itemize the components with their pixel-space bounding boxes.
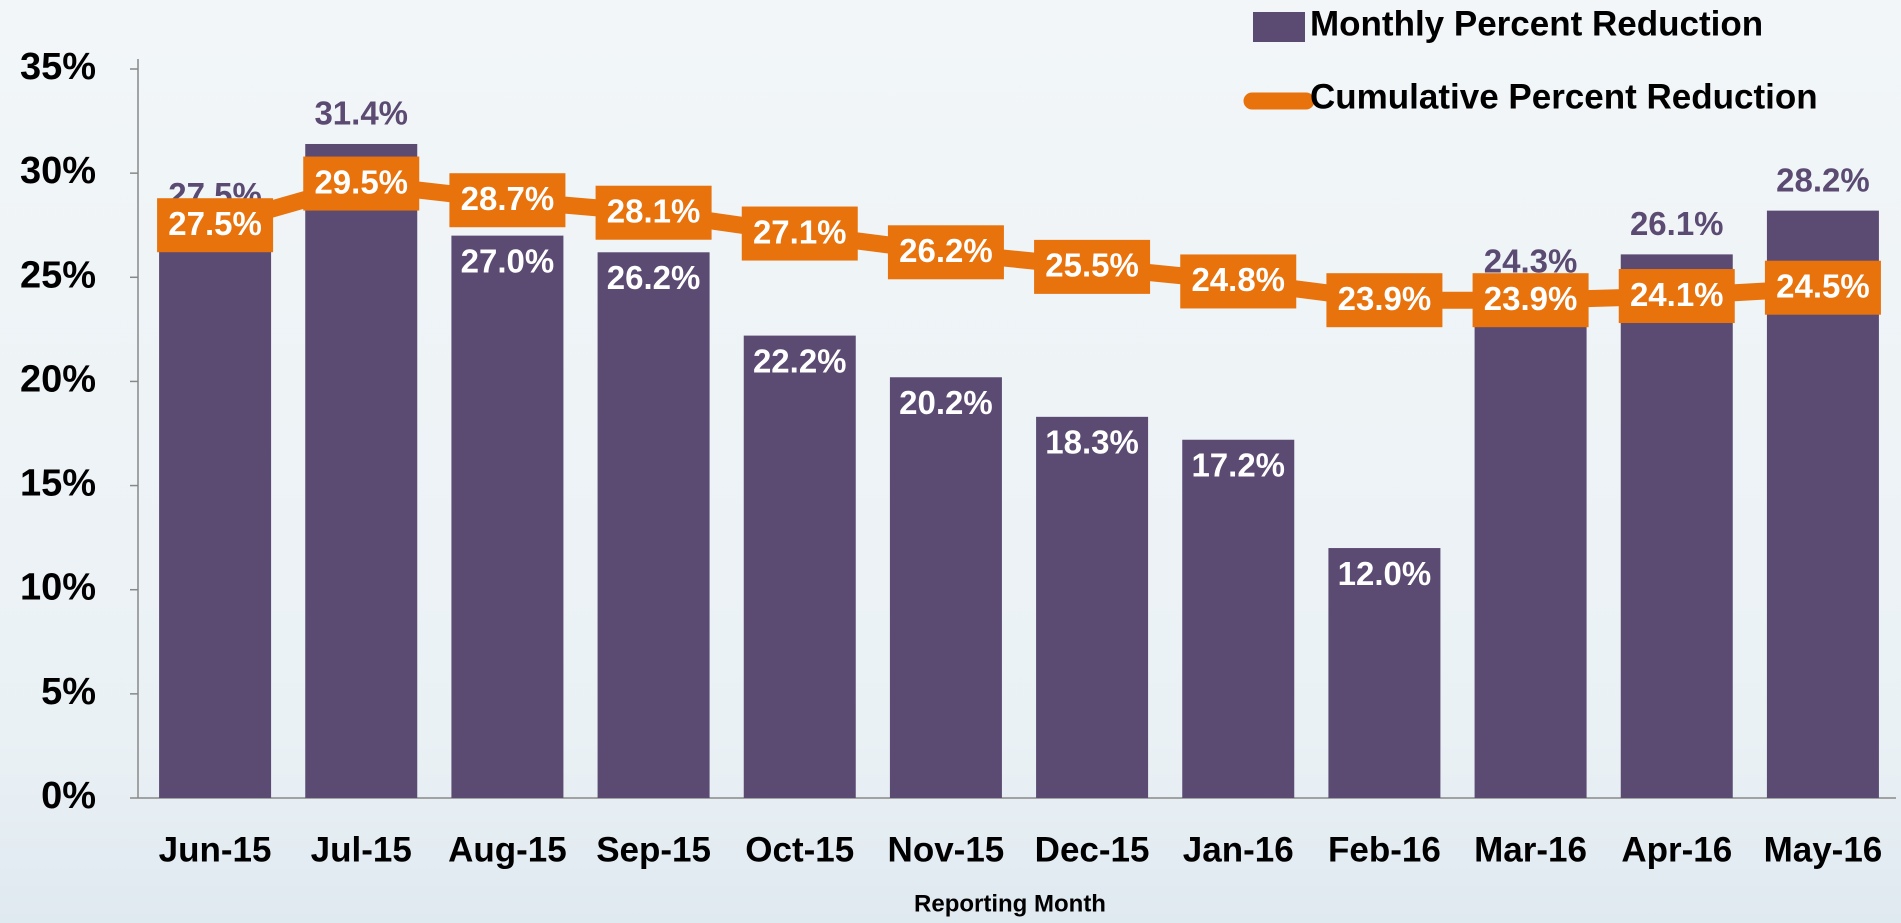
bar-value-label: 18.3%: [1045, 424, 1139, 461]
line-value-label: 24.8%: [1191, 261, 1285, 298]
line-value-label: 27.1%: [753, 213, 847, 250]
line-label-box: [741, 206, 858, 261]
x-tick-label: Jul-15: [311, 830, 412, 869]
line-value-label: 24.5%: [1776, 267, 1870, 304]
bar: [1036, 416, 1149, 798]
x-tick-label: Aug-15: [448, 830, 567, 869]
x-tick-label: Sep-15: [596, 830, 711, 869]
y-tick-label: 30%: [20, 150, 96, 192]
line-value-label: 28.7%: [461, 180, 555, 217]
line-value-label: 26.2%: [899, 232, 993, 269]
line-label-box: [1326, 273, 1443, 328]
line-label-box: [449, 173, 566, 228]
bar: [1474, 291, 1587, 798]
bar-value-label: 12.0%: [1338, 555, 1432, 592]
line-label-box: [157, 198, 274, 253]
bar: [451, 235, 564, 799]
legend-swatch: [1253, 12, 1305, 42]
bar: [597, 252, 710, 798]
line-label-box: [887, 225, 1004, 280]
line-value-label: 23.9%: [1338, 280, 1432, 317]
y-tick-label: 5%: [41, 671, 96, 713]
x-tick-label: May-16: [1764, 830, 1883, 869]
line-label-box: [1180, 254, 1297, 309]
bar-value-label: 17.2%: [1191, 446, 1285, 483]
bar-value-label: 20.2%: [899, 384, 993, 421]
y-tick-label: 35%: [20, 46, 96, 88]
x-tick-label: Jan-16: [1183, 830, 1294, 869]
x-axis-title: Reporting Month: [914, 890, 1106, 917]
bar: [1328, 548, 1441, 798]
line-label-box: [1618, 269, 1735, 324]
x-tick-label: Mar-16: [1474, 830, 1587, 869]
bar: [889, 377, 1002, 798]
bar: [743, 335, 856, 798]
bar: [1620, 254, 1733, 799]
x-tick-label: Jun-15: [159, 830, 272, 869]
line-label-box: [1764, 260, 1881, 315]
line-value-label: 24.1%: [1630, 276, 1724, 313]
line-label-box: [303, 156, 420, 211]
line-value-label: 29.5%: [314, 163, 408, 200]
bar-value-label: 22.2%: [753, 342, 847, 379]
x-tick-label: Oct-15: [745, 830, 854, 869]
x-tick-label: Feb-16: [1328, 830, 1441, 869]
line-value-label: 23.9%: [1484, 280, 1578, 317]
y-tick-label: 20%: [20, 358, 96, 400]
y-tick-label: 25%: [20, 254, 96, 296]
bar: [1182, 439, 1295, 798]
y-tick-label: 0%: [41, 775, 96, 817]
legend-label: Monthly Percent Reduction: [1310, 4, 1763, 43]
bar: [159, 225, 272, 798]
line-value-label: 27.5%: [168, 205, 262, 242]
bar: [305, 143, 418, 799]
bar-value-label: 31.4%: [314, 95, 408, 132]
bar-value-label: 28.2%: [1776, 161, 1870, 198]
line-label-box: [1472, 273, 1589, 328]
x-tick-label: Apr-16: [1621, 830, 1732, 869]
line-label-box: [595, 185, 712, 240]
bar-value-label: 26.2%: [607, 259, 701, 296]
legend-label: Cumulative Percent Reduction: [1310, 77, 1818, 116]
x-tick-label: Dec-15: [1035, 830, 1150, 869]
bar-value-label: 26.1%: [1630, 205, 1724, 242]
y-tick-label: 10%: [20, 567, 96, 609]
line-value-label: 25.5%: [1045, 247, 1139, 284]
bar-value-label: 27.0%: [461, 242, 555, 279]
line-value-label: 28.1%: [607, 192, 701, 229]
y-tick-label: 15%: [20, 463, 96, 505]
x-tick-label: Nov-15: [888, 830, 1005, 869]
line-label-box: [1034, 239, 1151, 294]
